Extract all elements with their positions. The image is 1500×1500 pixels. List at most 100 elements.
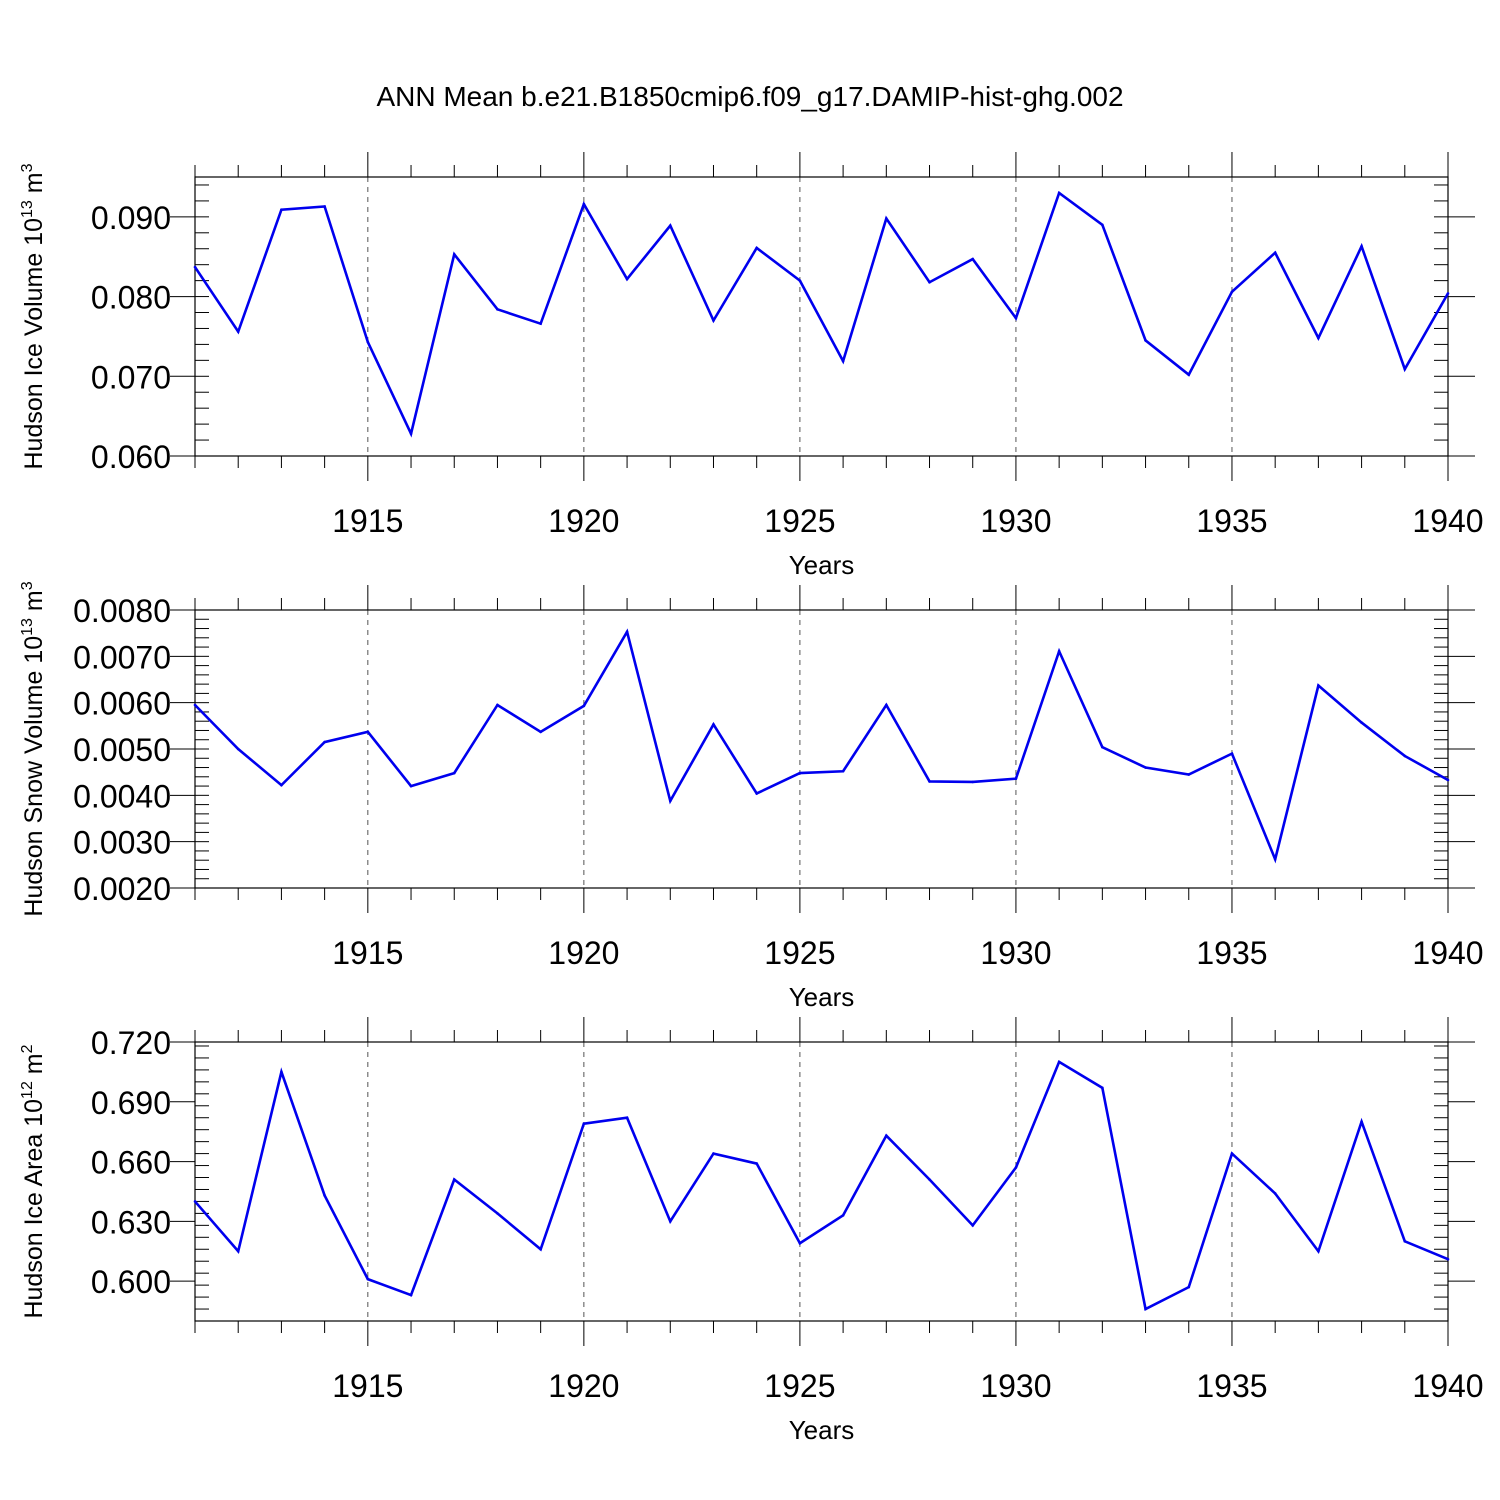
y-axis-label-part: m [20, 1053, 48, 1081]
data-point [496, 703, 499, 707]
x-tick-label: 1915 [332, 503, 403, 539]
data-point [1273, 857, 1277, 861]
data-point [193, 703, 197, 707]
data-point [236, 330, 240, 333]
x-tick-label: 1930 [980, 1368, 1051, 1404]
panel-hudson-snow-volume: 0.0020 0.0030 0.0040 0.0050 0.0060 0.0070 0.00… [19, 581, 1484, 1012]
data-point [409, 784, 413, 788]
data-point [496, 308, 499, 311]
y-axis-label-superscript: 13 [19, 200, 36, 218]
data-point [1057, 649, 1061, 653]
data-point [841, 359, 845, 363]
data-point [841, 1214, 845, 1217]
y-tick-label: 0.690 [91, 1085, 171, 1121]
data-point [452, 253, 456, 256]
data-point [1187, 373, 1191, 376]
x-tick-label: 1915 [332, 935, 403, 971]
series-line [194, 628, 1449, 864]
data-point [1014, 777, 1018, 780]
data-point [280, 1070, 283, 1074]
y-axis-label-superscript: 3 [19, 581, 36, 590]
data-point [193, 1200, 197, 1203]
data-point [1446, 1257, 1450, 1261]
data-point [1360, 1120, 1363, 1124]
data-point [323, 205, 326, 208]
data-point [1101, 1086, 1104, 1090]
data-point [366, 1277, 370, 1281]
data-point [1273, 1192, 1277, 1195]
data-point [1403, 1239, 1407, 1243]
y-axis-label-part: Hudson Ice Volume 10 [20, 218, 48, 470]
series-line [193, 190, 1450, 438]
y-tick-label: 0.0020 [73, 871, 171, 907]
data-point [1101, 745, 1104, 749]
data-point [1014, 316, 1018, 320]
y-tick-label: 0.0040 [73, 778, 171, 814]
data-point [1446, 292, 1450, 295]
data-point [193, 265, 197, 269]
data-point [1187, 773, 1191, 776]
x-tick-label: 1925 [764, 1368, 835, 1404]
data-point [409, 1293, 413, 1297]
x-tick-label: 1920 [548, 1368, 619, 1404]
panel-hudson-ice-volume: 0.060 0.070 0.080 0.090 1915 1920 1925 1930 1935… [19, 152, 1484, 580]
data-point [712, 319, 715, 322]
data-point [798, 1241, 802, 1245]
x-tick-label: 1920 [548, 935, 619, 971]
figure-title: ANN Mean b.e21.B1850cmip6.f09_g17.DAMIP-… [376, 81, 1123, 112]
x-tick-label: 1930 [980, 503, 1051, 539]
data-point [323, 1194, 326, 1197]
data-point [539, 1247, 542, 1251]
data-point [1144, 339, 1147, 342]
data-point [323, 740, 326, 744]
y-axis-label: Hudson Ice Volume 1013 m3 [19, 163, 48, 469]
data-point [798, 279, 802, 282]
plot-frame [194, 1041, 1449, 1322]
x-tick-label: 1925 [764, 935, 835, 971]
y-tick-label: 0.0060 [73, 686, 171, 722]
data-point [885, 1134, 888, 1137]
data-point [971, 257, 975, 261]
data-point [539, 730, 542, 734]
data-point [582, 1122, 586, 1126]
data-point [928, 780, 931, 783]
x-tick-label: 1920 [548, 503, 619, 539]
data-point [582, 202, 586, 206]
y-axis-label: Hudson Snow Volume 1013 m3 [19, 581, 48, 916]
data-point [1187, 1285, 1191, 1289]
data-point [712, 1152, 715, 1155]
data-point [1014, 1166, 1018, 1169]
x-tick-label: 1925 [764, 503, 835, 539]
data-point [409, 432, 413, 435]
data-point [236, 747, 240, 751]
data-point [236, 1249, 240, 1253]
y-tick-label: 0.720 [91, 1025, 171, 1061]
data-point [971, 1224, 975, 1227]
data-point [798, 771, 802, 775]
series-line [194, 1060, 1449, 1311]
data-point [928, 1178, 931, 1181]
x-tick-label: 1935 [1196, 1368, 1267, 1404]
y-axis-label: Hudson Ice Area 1012 m2 [19, 1044, 48, 1318]
data-point [280, 783, 283, 787]
y-axis-label-superscript: 12 [19, 1081, 36, 1099]
y-axis-label-superscript: 2 [19, 1044, 36, 1053]
data-point [1057, 191, 1061, 195]
data-point [1101, 223, 1104, 227]
data-point [539, 322, 542, 325]
data-point [496, 1212, 499, 1215]
data-point [668, 1220, 672, 1223]
data-point [452, 771, 456, 775]
y-axis-label-part: Hudson Ice Area 10 [20, 1099, 48, 1319]
y-axis-label-superscript: 13 [19, 618, 36, 636]
x-tick-label: 1935 [1196, 503, 1267, 539]
data-point [668, 799, 672, 803]
data-point [928, 280, 931, 284]
y-tick-label: 0.630 [91, 1204, 171, 1240]
data-point [625, 1116, 629, 1120]
data-point [1360, 721, 1363, 724]
x-tick-label: 1930 [980, 935, 1051, 971]
y-axis-label-part: m [20, 590, 48, 618]
data-point [1403, 754, 1407, 758]
